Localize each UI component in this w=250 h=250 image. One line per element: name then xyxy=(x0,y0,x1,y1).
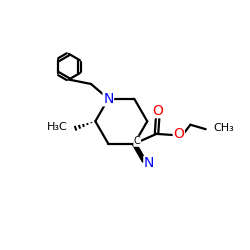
Text: H₃C: H₃C xyxy=(47,122,68,132)
Text: N: N xyxy=(103,92,114,106)
Text: CH₃: CH₃ xyxy=(213,124,234,134)
Text: C: C xyxy=(134,136,140,146)
Text: N: N xyxy=(144,156,154,170)
Text: O: O xyxy=(152,104,163,118)
Text: O: O xyxy=(173,128,184,141)
